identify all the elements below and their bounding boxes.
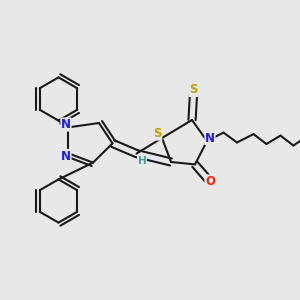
Text: N: N <box>61 118 71 131</box>
Text: N: N <box>205 131 215 145</box>
Text: S: S <box>153 127 162 140</box>
Text: H: H <box>137 156 146 166</box>
Text: N: N <box>61 149 71 163</box>
Text: S: S <box>189 83 198 97</box>
Text: O: O <box>205 175 215 188</box>
